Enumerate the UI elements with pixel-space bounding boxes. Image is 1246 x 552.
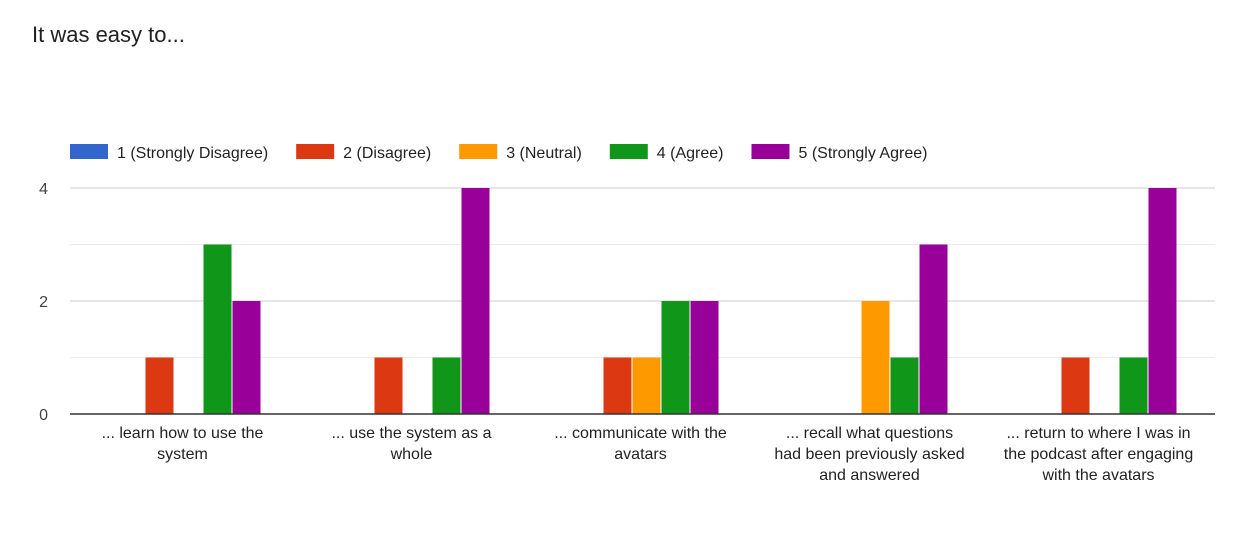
legend-swatch <box>459 144 498 159</box>
bar <box>661 301 690 414</box>
bar <box>203 244 232 414</box>
x-tick-label: avatars <box>614 446 666 463</box>
bar <box>232 301 261 414</box>
x-tick-label: system <box>157 446 208 463</box>
x-tick-label: whole <box>390 446 433 463</box>
bar <box>1061 357 1090 414</box>
bar <box>374 357 403 414</box>
legend-label: 4 (Agree) <box>657 145 724 162</box>
legend-swatch <box>70 144 108 159</box>
bar <box>461 188 490 414</box>
bar <box>861 301 890 414</box>
x-tick-label: had been previously asked <box>774 446 964 463</box>
x-tick-label: and answered <box>819 467 920 484</box>
chart-title: It was easy to... <box>32 22 185 47</box>
bar <box>919 244 948 414</box>
x-tick-label: ... return to where I was in <box>1006 425 1190 442</box>
bar <box>690 301 719 414</box>
x-tick-label: ... recall what questions <box>786 425 953 442</box>
legend-label: 1 (Strongly Disagree) <box>117 145 268 162</box>
bar <box>1148 188 1177 414</box>
bar <box>432 357 461 414</box>
bar <box>603 357 632 414</box>
bar <box>1119 357 1148 414</box>
x-tick-label: with the avatars <box>1041 467 1154 484</box>
legend-label: 5 (Strongly Agree) <box>798 145 927 162</box>
bar <box>890 357 919 414</box>
legend-label: 2 (Disagree) <box>343 145 431 162</box>
y-tick-label: 2 <box>39 294 48 311</box>
legend-swatch <box>296 144 335 159</box>
x-tick-label: ... communicate with the <box>554 425 727 442</box>
bar <box>632 357 661 414</box>
y-tick-label: 4 <box>39 181 48 198</box>
y-tick-label: 0 <box>39 407 48 424</box>
bar <box>145 357 174 414</box>
x-tick-label: ... use the system as a <box>331 425 491 442</box>
x-tick-label: ... learn how to use the <box>102 425 264 442</box>
legend-swatch <box>609 144 648 159</box>
legend-label: 3 (Neutral) <box>506 145 582 162</box>
x-tick-label: the podcast after engaging <box>1004 446 1193 463</box>
legend-swatch <box>751 144 790 159</box>
